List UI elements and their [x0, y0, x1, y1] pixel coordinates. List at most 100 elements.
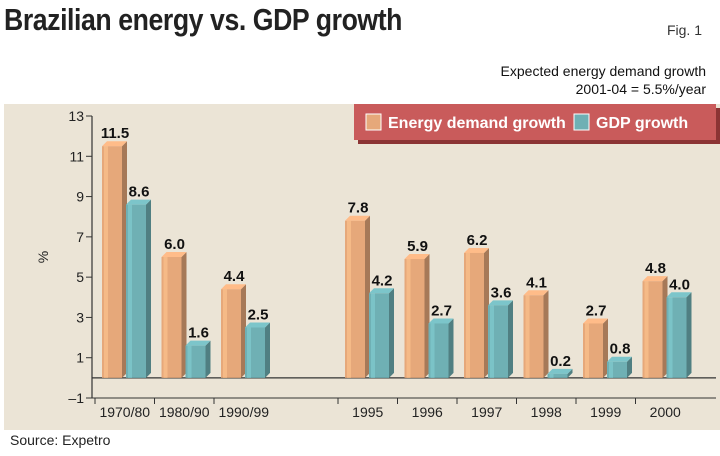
y-tick-label: –1: [68, 390, 84, 406]
bar-side: [365, 215, 370, 378]
bar-side: [662, 276, 668, 378]
data-label: 5.9: [407, 238, 428, 255]
bar-highlight: [668, 297, 673, 378]
legend-box: [354, 104, 716, 140]
bar-side: [146, 199, 151, 378]
x-tick-label: 1999: [590, 404, 621, 420]
source-note: Source: Expetro: [10, 432, 111, 448]
x-tick-label: 2000: [650, 404, 681, 420]
bar-top: [102, 141, 127, 147]
bar-side: [241, 284, 246, 378]
y-tick-label: 3: [76, 309, 84, 325]
bar-side: [543, 290, 549, 378]
note-line-1: Expected energy demand growth: [500, 63, 706, 79]
data-label: 4.1: [526, 274, 547, 291]
bar-top: [642, 276, 668, 282]
bar-top: [126, 199, 151, 205]
y-tick-label: 9: [76, 189, 84, 205]
bar-top: [547, 368, 573, 374]
bar-top: [428, 318, 454, 324]
bar-highlight: [223, 289, 227, 378]
bar-side: [484, 247, 489, 378]
legend-swatch: [573, 113, 590, 131]
y-tick-label: 5: [76, 269, 84, 285]
bar-top: [607, 356, 632, 362]
x-tick-label: 1996: [412, 404, 443, 420]
chart-title: Brazilian energy vs. GDP growth: [4, 2, 403, 37]
bar-side: [122, 141, 127, 378]
figure-label: Fig. 1: [666, 22, 702, 38]
bar-highlight: [466, 252, 470, 378]
x-tick-label: 1970/80: [99, 404, 150, 420]
bar-side: [567, 368, 573, 378]
bar-side: [686, 292, 692, 378]
data-label: 6.0: [164, 236, 185, 253]
bar-highlight: [525, 295, 530, 378]
bar-top: [583, 318, 608, 324]
data-label: 11.5: [101, 125, 129, 142]
data-label: 4.8: [645, 260, 666, 277]
bar-top: [245, 322, 270, 328]
x-tick-label: 1995: [352, 404, 383, 420]
data-label: 4.0: [669, 276, 690, 293]
x-tick-label: 1980/90: [159, 404, 210, 420]
bar-highlight: [644, 281, 649, 378]
bar-top: [666, 292, 692, 298]
bar-top: [161, 252, 187, 257]
data-label: 3.6: [491, 284, 512, 301]
bar-top: [185, 340, 211, 346]
bar-highlight: [187, 345, 192, 378]
x-tick-label: 1997: [471, 404, 502, 420]
bar-top: [488, 300, 513, 306]
bar-top: [404, 254, 430, 260]
y-axis-label: %: [35, 251, 51, 263]
x-tick-label: 1998: [531, 404, 562, 420]
legend-swatch: [365, 113, 382, 131]
bar-side: [508, 300, 513, 378]
data-label: 2.5: [248, 307, 269, 324]
bar-highlight: [128, 204, 132, 378]
bar-highlight: [430, 323, 435, 378]
bar-highlight: [347, 220, 351, 378]
bar-side: [603, 318, 608, 378]
note-line-2: 2001-04 = 5.5%/year: [575, 81, 706, 97]
bar-highlight: [585, 323, 589, 378]
data-label: 6.2: [467, 232, 488, 249]
bar-top: [464, 247, 489, 253]
bar-side: [627, 356, 632, 378]
y-tick-label: 7: [76, 229, 84, 245]
data-label: 1.6: [188, 325, 209, 342]
bar-top: [221, 284, 246, 290]
data-label: 7.8: [348, 200, 369, 217]
expected-growth-note: Expected energy demand growth 2001-04 = …: [501, 62, 706, 98]
bar-side: [205, 340, 211, 378]
bar-highlight: [609, 361, 613, 378]
y-tick-label: 13: [68, 108, 84, 124]
data-label: 8.6: [129, 184, 150, 201]
bar-highlight: [490, 305, 494, 378]
bar-highlight: [406, 259, 411, 378]
bar-top: [345, 215, 370, 221]
bar-side: [448, 318, 454, 378]
bar-top: [523, 290, 549, 296]
bar-highlight: [163, 257, 168, 378]
legend-label: GDP growth: [596, 115, 688, 132]
data-label: 4.4: [224, 268, 246, 285]
data-label: 2.7: [586, 302, 607, 319]
bar-highlight: [371, 293, 375, 378]
bar-highlight: [104, 146, 108, 378]
bar-highlight: [549, 373, 554, 378]
y-tick-label: 1: [76, 350, 84, 366]
data-label: 2.7: [431, 302, 452, 319]
data-label: 0.2: [550, 353, 571, 370]
legend-label: Energy demand growth: [388, 115, 566, 132]
gdp-growth-bar: [547, 373, 568, 378]
data-label: 4.2: [372, 272, 393, 289]
y-tick-label: 11: [69, 148, 84, 164]
x-tick-label: 1990/99: [218, 404, 269, 420]
bar-side: [181, 252, 187, 378]
data-label: 0.8: [610, 341, 631, 358]
bar-side: [265, 322, 270, 378]
bar-side: [424, 254, 430, 378]
